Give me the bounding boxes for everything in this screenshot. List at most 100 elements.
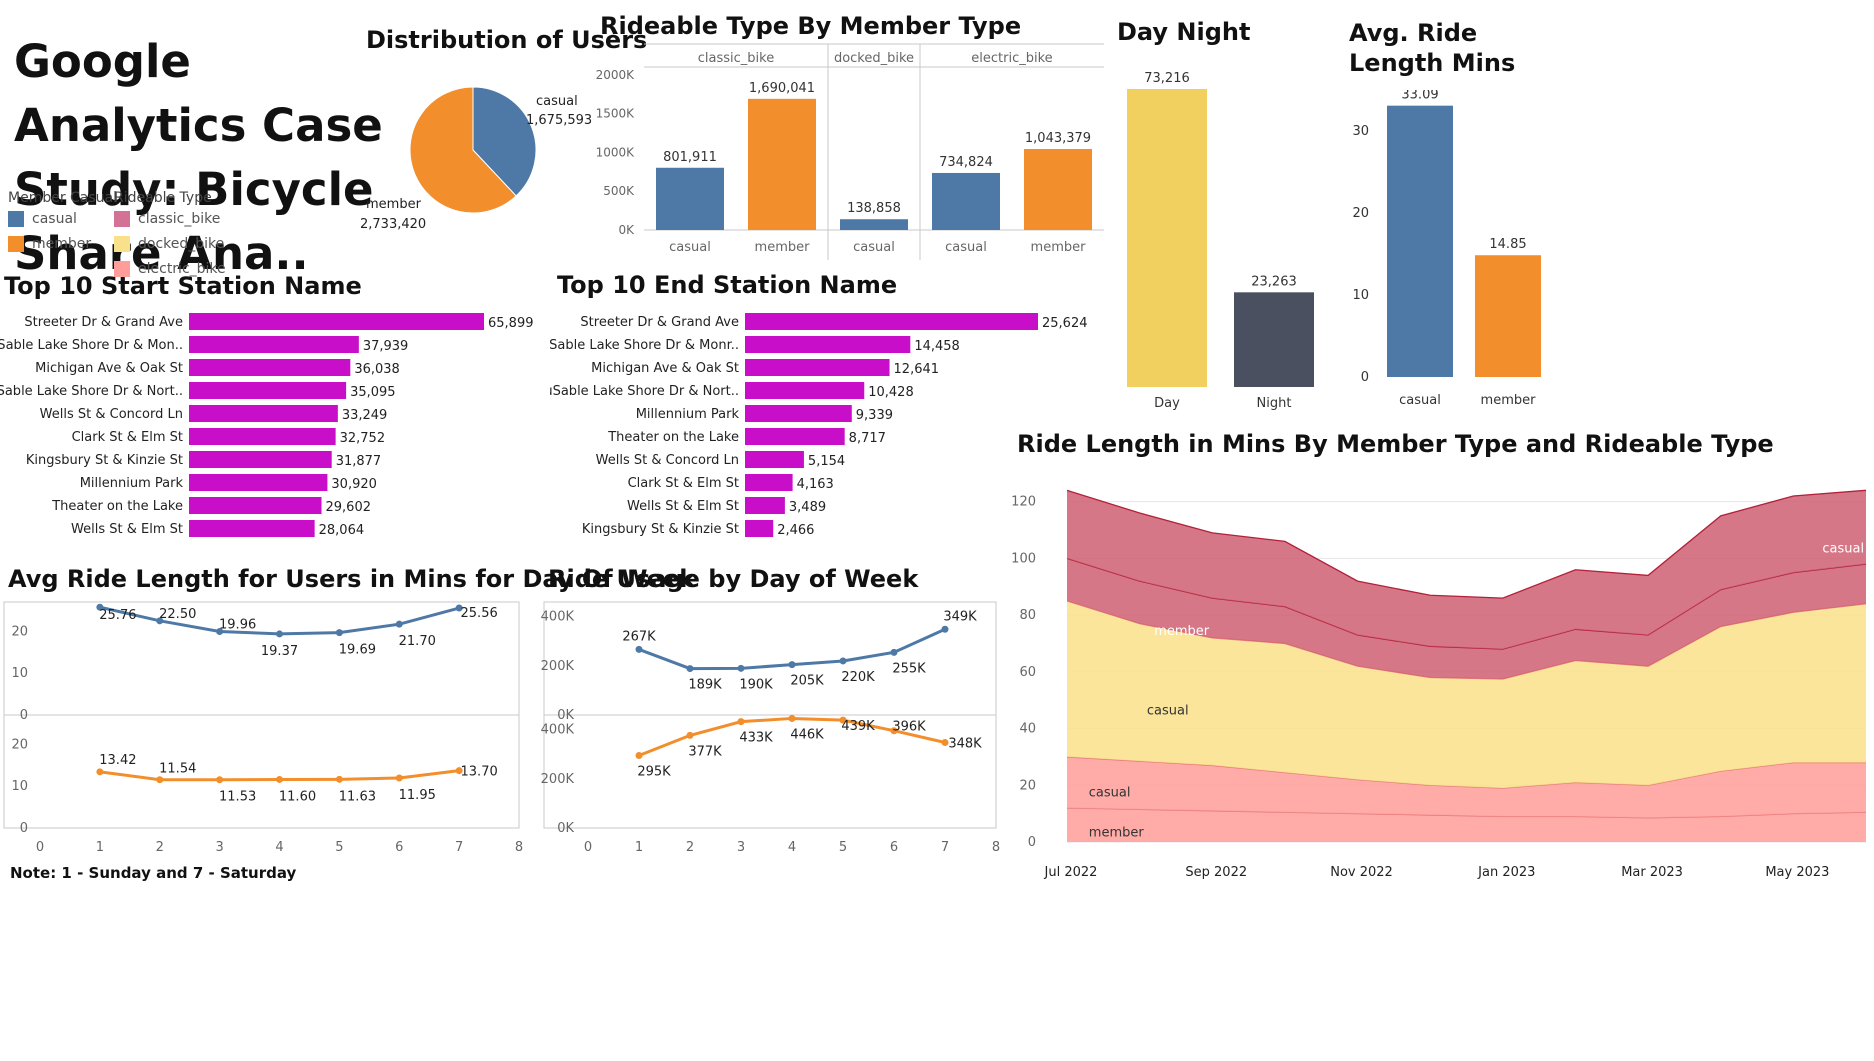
avgdow-data-label: 13.42	[99, 753, 136, 768]
pie-slice-casual	[472, 86, 537, 197]
usagedow-data-label: 433K	[739, 731, 773, 746]
topend-value-label: 10,428	[868, 385, 914, 400]
usagedow-point	[890, 648, 898, 656]
avgdow-data-label: 11.63	[339, 789, 376, 804]
pie-value-casual: 1,675,593	[526, 113, 592, 128]
avgdow-data-label: 25.76	[99, 608, 136, 623]
topstart-bar	[189, 428, 336, 445]
topend-category-label: DuSable Lake Shore Dr & Monr..	[550, 338, 739, 353]
daynight-value-label: 73,216	[1144, 71, 1190, 86]
avgdow-point	[276, 775, 283, 783]
usagedow-ytick: 200K	[541, 772, 575, 787]
topstart-value-label: 28,064	[319, 523, 365, 538]
rideable-bar-electric_bike-casual	[932, 172, 1000, 230]
usagedow-data-label: 255K	[892, 661, 926, 676]
rideable-x-label: casual	[853, 240, 895, 255]
legend-label-electric-bike: electric_bike	[138, 260, 226, 277]
avgdow-xtick: 3	[215, 840, 223, 855]
usagedow-ytick: 0K	[557, 708, 574, 723]
legend-swatch-electric-bike	[114, 260, 130, 277]
topend-value-label: 5,154	[808, 454, 845, 469]
avgdow-data-label: 21.70	[399, 634, 436, 649]
topend-bar	[745, 313, 1038, 330]
avgdow-data-label: 19.96	[219, 617, 256, 632]
topstart-value-label: 65,899	[488, 316, 534, 331]
topstart-value-label: 33,249	[342, 408, 388, 423]
usagedow-xtick: 8	[992, 840, 1000, 855]
topend-bar	[745, 405, 852, 422]
avgdow-data-label: 11.60	[279, 789, 316, 804]
topstart-value-label: 29,602	[326, 500, 372, 515]
avgdow-xtick: 6	[395, 840, 403, 855]
avgdow-ytick: 10	[11, 666, 28, 681]
topend-bar	[745, 428, 845, 445]
daynight-bar-night	[1234, 292, 1314, 387]
legend-member-casual-title: Member Casual	[8, 190, 118, 206]
topstart-category-label: DuSable Lake Shore Dr & Nort..	[0, 384, 183, 399]
usagedow-point	[737, 664, 745, 672]
legend-label-classic-bike: classic_bike	[138, 210, 221, 227]
avgdow-data-label: 19.37	[261, 644, 298, 659]
topend-category-label: Kingsbury St & Kinzie St	[582, 522, 739, 537]
avgdow-point	[216, 776, 224, 784]
rideable-value-label: 138,858	[847, 201, 901, 216]
topend-value-label: 8,717	[849, 431, 886, 446]
daynight-x-label: Night	[1257, 396, 1292, 411]
legend-item-member[interactable]: member	[8, 231, 117, 256]
ridelength-xtick: Mar 2023	[1621, 865, 1683, 880]
legend-item-classic-bike[interactable]: classic_bike	[114, 206, 226, 231]
topend-category-label: Millennium Park	[636, 407, 740, 422]
topend-value-label: 9,339	[856, 408, 893, 423]
ridelength-ytick: 40	[1019, 722, 1036, 737]
topstart-value-label: 30,920	[331, 477, 377, 492]
legend-item-electric-bike[interactable]: electric_bike	[114, 256, 226, 281]
avgdow-data-label: 19.69	[339, 643, 376, 658]
rideable-value-label: 1,690,041	[749, 81, 815, 96]
topstart-value-label: 35,095	[350, 385, 396, 400]
avgdow-point	[335, 775, 343, 783]
ridelength-ytick: 60	[1019, 665, 1036, 680]
avgdow-data-label: 11.95	[399, 788, 436, 803]
topstart-bar	[189, 336, 359, 353]
avgdow-title: Avg Ride Length for Users in Mins for Da…	[8, 565, 696, 593]
topend-bar	[745, 474, 793, 491]
ridelength-ytick: 100	[1011, 551, 1036, 566]
topstart-value-label: 36,038	[354, 362, 400, 377]
legend-item-docked-bike[interactable]: docked_bike	[114, 231, 226, 256]
rideable-value-label: 1,043,379	[1025, 131, 1091, 146]
avgdow-point	[216, 627, 224, 635]
topstart-title: Top 10 Start Station Name	[4, 272, 362, 300]
topstart-category-label: Streeter Dr & Grand Ave	[24, 315, 183, 330]
topstart-bar	[189, 520, 315, 537]
ridelength-band-edge	[1066, 600, 1867, 680]
avgdow-xtick: 5	[335, 840, 343, 855]
topstart-category-label: Michigan Ave & Oak St	[35, 361, 183, 376]
legend-label-member: member	[32, 235, 92, 252]
daynight-x-label: Day	[1154, 396, 1180, 411]
usagedow-xtick: 3	[737, 840, 745, 855]
avgdow-point	[455, 767, 463, 775]
usagedow-point	[788, 714, 796, 722]
usagedow-data-label: 295K	[637, 765, 671, 780]
usagedow-data-label: 220K	[841, 670, 875, 685]
usagedow-point	[788, 661, 796, 669]
avgride-bar-member	[1475, 255, 1541, 377]
usagedow-point	[839, 657, 847, 665]
usagedow-data-label: 396K	[892, 720, 926, 735]
ridelength-xtick: Jul 2022	[1044, 865, 1098, 880]
topend-bar	[745, 359, 890, 376]
legend-item-casual[interactable]: casual	[8, 206, 117, 231]
topend-category-label: Wells St & Elm St	[627, 499, 739, 514]
rideable-bar-docked_bike-casual	[840, 219, 908, 230]
ridelength-band-docked_bike-casual	[1067, 600, 1866, 789]
daynight-title: Day Night	[1117, 18, 1251, 46]
pie-label-member: member	[366, 197, 422, 212]
avgdow-point	[455, 604, 463, 612]
ridelength-xtick: Nov 2022	[1330, 865, 1393, 880]
topstart-category-label: Clark St & Elm St	[72, 430, 183, 445]
avgdow-xtick: 4	[275, 840, 283, 855]
ridelength-title: Ride Length in Mins By Member Type and R…	[1017, 430, 1774, 458]
distribution-title: Distribution of Users	[366, 26, 648, 54]
topend-title: Top 10 End Station Name	[557, 271, 898, 299]
avgdow-ytick: 0	[20, 708, 28, 723]
